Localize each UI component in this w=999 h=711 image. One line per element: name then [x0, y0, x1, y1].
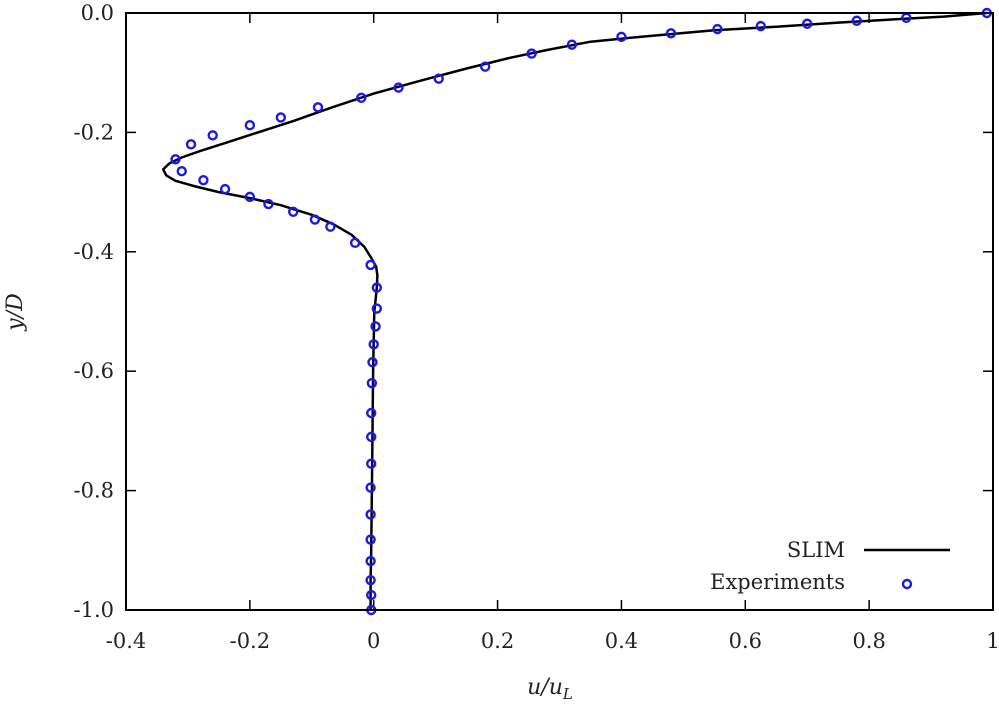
x-tick-label: 0.2 — [481, 629, 514, 653]
data-point-experiments — [435, 75, 443, 83]
x-tick-label: 0.6 — [729, 629, 762, 653]
data-point-experiments — [221, 185, 229, 193]
x-tick-label: -0.2 — [230, 629, 271, 653]
legend-marker-experiments — [903, 580, 911, 588]
plot-frame — [126, 13, 993, 610]
data-point-experiments — [187, 140, 195, 148]
data-point-experiments — [289, 208, 297, 216]
legend: SLIM Experiments — [710, 538, 950, 594]
y-axis-label: y/D — [3, 293, 28, 332]
data-point-experiments — [367, 484, 375, 492]
y-tick-label: -0.2 — [74, 120, 115, 144]
x-tick-label: -0.4 — [106, 629, 147, 653]
data-point-experiments — [199, 176, 207, 184]
y-tick-label: -0.8 — [74, 479, 115, 503]
data-point-experiments — [314, 103, 322, 111]
x-axis-label: u/uL — [527, 675, 573, 703]
x-tick-label: 0.4 — [605, 629, 638, 653]
legend-label-slim: SLIM — [787, 538, 845, 562]
data-point-experiments — [367, 261, 375, 269]
y-tick-label: -0.4 — [74, 240, 115, 264]
y-tick-label: 0.0 — [81, 1, 114, 25]
data-point-experiments — [311, 216, 319, 224]
data-point-experiments — [757, 22, 765, 30]
x-tick-label: 0.8 — [852, 629, 885, 653]
ticks-layer: -0.4 -0.2 0 0.2 0.4 0.6 0.8 1 0.0 -0.2 -0.4 -0.6 -0.… — [74, 1, 999, 653]
series-layer — [163, 9, 991, 614]
data-point-experiments — [246, 121, 254, 129]
x-tick-label: 0 — [367, 629, 380, 653]
data-point-experiments — [277, 113, 285, 121]
data-point-experiments — [367, 409, 375, 417]
legend-label-experiments: Experiments — [710, 570, 845, 594]
x-tick-label: 1 — [986, 629, 999, 653]
data-point-experiments — [178, 167, 186, 175]
y-tick-label: -1.0 — [74, 598, 115, 622]
y-tick-label: -0.6 — [74, 359, 115, 383]
series-line-slim — [163, 13, 987, 610]
data-point-experiments — [351, 239, 359, 247]
data-point-experiments — [209, 131, 217, 139]
data-point-experiments — [326, 223, 334, 231]
